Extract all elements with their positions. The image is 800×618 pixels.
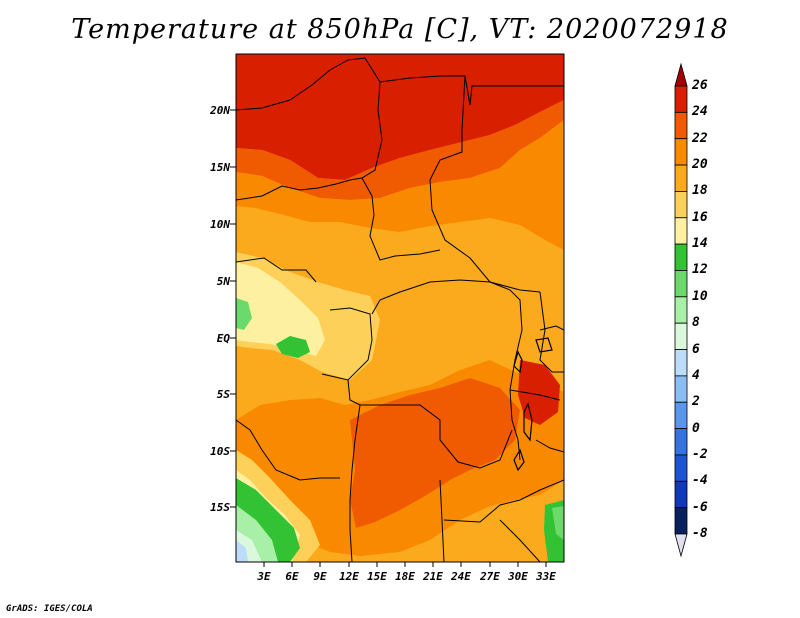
colorbar-label: 20 xyxy=(692,157,708,173)
lon-label-9e: 9E xyxy=(313,570,327,583)
field-band-22-24-south xyxy=(350,378,520,528)
lon-label-21e: 21E xyxy=(423,570,443,583)
colorbar-segment xyxy=(674,349,688,377)
field-band-22-24 xyxy=(236,100,564,200)
lat-label-5s: 5S xyxy=(216,388,230,401)
lon-label-6e: 6E xyxy=(285,570,299,583)
field-green-patch xyxy=(276,336,310,358)
lat-label-15n: 15N xyxy=(210,161,230,174)
colorbar-label: 0 xyxy=(692,420,700,436)
colorbar-label: 26 xyxy=(692,78,708,93)
field-blue-southwest xyxy=(236,540,248,562)
colorbar-segment xyxy=(674,85,688,113)
colorbar-segment xyxy=(674,480,688,509)
colorbar-label: 16 xyxy=(692,209,708,225)
colorbar-segment xyxy=(674,111,688,140)
colorbar-label: 22 xyxy=(692,130,708,146)
map-frame xyxy=(235,53,565,563)
colorbar-segment xyxy=(674,217,688,245)
colorbar-label: -8 xyxy=(692,526,708,541)
colorbar-segment xyxy=(674,270,688,298)
lon-label-18e: 18E xyxy=(395,570,415,583)
grads-credit: GrADS: IGES/COLA xyxy=(6,604,93,614)
lat-label-20n: 20N xyxy=(210,104,230,117)
colorbar-segment xyxy=(674,454,688,482)
lat-label-10s: 10S xyxy=(210,445,230,458)
colorbar-segment xyxy=(674,138,688,166)
lakes xyxy=(513,337,553,472)
colorbar-segment xyxy=(674,243,688,271)
lat-label-eq: EQ xyxy=(216,332,230,345)
lat-label-15s: 15S xyxy=(210,501,230,514)
colorbar-label: 8 xyxy=(692,315,700,331)
colorbar-label: 2 xyxy=(692,394,700,410)
colorbar-segment xyxy=(674,375,688,403)
colorbar-segment xyxy=(674,296,688,324)
colorbar-label: -4 xyxy=(692,473,708,489)
colorbar-segment xyxy=(674,507,688,535)
chart-title: Temperature at 850hPa [C], VT: 202007291… xyxy=(71,14,729,45)
colorbar-segment xyxy=(674,322,688,350)
field-green-coast xyxy=(236,298,252,330)
lat-ticks xyxy=(230,109,236,508)
lon-label-27e: 27E xyxy=(480,570,500,583)
colorbar-segment xyxy=(674,401,688,429)
colorbar-segment xyxy=(674,428,688,456)
temperature-field xyxy=(236,54,564,562)
field-band-20-22-north xyxy=(236,120,564,250)
colorbar-segment xyxy=(674,191,688,219)
colorbar-label: 18 xyxy=(692,183,708,199)
lon-label-3e: 3E xyxy=(257,570,271,583)
colorbar-label: 6 xyxy=(692,341,700,357)
colorbar-label: -2 xyxy=(692,446,708,462)
lon-label-33e: 33E xyxy=(536,570,556,583)
colorbar-label: 12 xyxy=(692,262,708,278)
colorbar-label: 10 xyxy=(692,288,708,304)
lat-label-10n: 10N xyxy=(210,218,230,231)
colorbar-triangle-top xyxy=(674,62,688,87)
lon-label-30e: 30E xyxy=(508,570,528,583)
colorbar-triangle-bottom xyxy=(674,533,688,558)
colorbar-label: 14 xyxy=(692,236,708,252)
colorbar-label: 24 xyxy=(692,104,708,120)
field-band-24-26-south xyxy=(518,360,560,425)
lon-label-24e: 24E xyxy=(451,570,471,583)
country-borders xyxy=(236,57,564,562)
colorbar xyxy=(674,62,688,558)
lat-label-5n: 5N xyxy=(216,275,230,288)
lon-label-12e: 12E xyxy=(339,570,359,583)
lon-ticks xyxy=(263,562,547,567)
colorbar-label: -6 xyxy=(692,499,708,515)
lon-label-15e: 15E xyxy=(367,570,387,583)
colorbar-segment xyxy=(674,164,688,192)
field-band-14-16-coast xyxy=(236,262,325,356)
colorbar-label: 4 xyxy=(692,367,700,383)
field-lightgreen-southeast xyxy=(552,506,564,540)
